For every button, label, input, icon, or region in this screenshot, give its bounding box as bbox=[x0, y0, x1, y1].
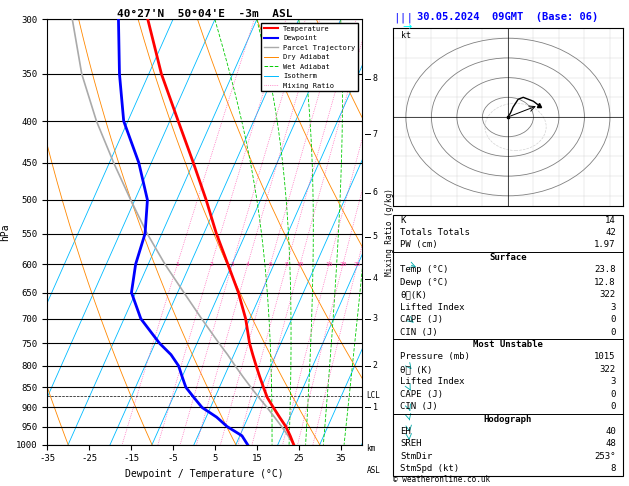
Text: 7: 7 bbox=[372, 130, 377, 139]
Text: 322: 322 bbox=[599, 290, 616, 299]
Text: 6: 6 bbox=[372, 188, 377, 197]
Text: 1: 1 bbox=[175, 262, 179, 267]
Text: 10: 10 bbox=[296, 262, 304, 267]
Text: 25: 25 bbox=[353, 262, 361, 267]
Text: CIN (J): CIN (J) bbox=[400, 402, 438, 411]
Text: kt: kt bbox=[401, 31, 411, 40]
Text: Totals Totals: Totals Totals bbox=[400, 228, 470, 237]
Text: StmDir: StmDir bbox=[400, 452, 432, 461]
Text: CAPE (J): CAPE (J) bbox=[400, 390, 443, 399]
Text: 1: 1 bbox=[372, 403, 377, 412]
Text: EH: EH bbox=[400, 427, 411, 436]
Text: |||: ||| bbox=[393, 12, 413, 23]
Text: 4: 4 bbox=[372, 274, 377, 283]
Text: CIN (J): CIN (J) bbox=[400, 328, 438, 336]
Title: 40°27'N  50°04'E  -3m  ASL: 40°27'N 50°04'E -3m ASL bbox=[116, 9, 292, 18]
Text: CAPE (J): CAPE (J) bbox=[400, 315, 443, 324]
Text: 48: 48 bbox=[605, 439, 616, 449]
Text: 253°: 253° bbox=[594, 452, 616, 461]
Text: 30.05.2024  09GMT  (Base: 06): 30.05.2024 09GMT (Base: 06) bbox=[417, 12, 599, 22]
Text: 8: 8 bbox=[285, 262, 289, 267]
Text: 4: 4 bbox=[246, 262, 250, 267]
Text: PW (cm): PW (cm) bbox=[400, 241, 438, 249]
Text: Lifted Index: Lifted Index bbox=[400, 377, 464, 386]
Text: 3: 3 bbox=[372, 314, 377, 323]
Text: ASL: ASL bbox=[366, 466, 381, 475]
Text: SREH: SREH bbox=[400, 439, 421, 449]
Text: Surface: Surface bbox=[489, 253, 526, 262]
Text: 42: 42 bbox=[605, 228, 616, 237]
Text: © weatheronline.co.uk: © weatheronline.co.uk bbox=[393, 474, 490, 484]
Text: Temp (°C): Temp (°C) bbox=[400, 265, 448, 274]
Text: 0: 0 bbox=[611, 402, 616, 411]
Text: 3: 3 bbox=[611, 303, 616, 312]
Text: θᴇ(K): θᴇ(K) bbox=[400, 290, 427, 299]
Text: 8: 8 bbox=[372, 74, 377, 84]
X-axis label: Dewpoint / Temperature (°C): Dewpoint / Temperature (°C) bbox=[125, 469, 284, 479]
Text: 23.8: 23.8 bbox=[594, 265, 616, 274]
Legend: Temperature, Dewpoint, Parcel Trajectory, Dry Adiabat, Wet Adiabat, Isotherm, Mi: Temperature, Dewpoint, Parcel Trajectory… bbox=[261, 23, 358, 91]
Text: Lifted Index: Lifted Index bbox=[400, 303, 464, 312]
Text: 0: 0 bbox=[611, 328, 616, 336]
Text: km: km bbox=[366, 444, 376, 453]
Text: 8: 8 bbox=[611, 464, 616, 473]
Text: Dewp (°C): Dewp (°C) bbox=[400, 278, 448, 287]
Text: 0: 0 bbox=[611, 390, 616, 399]
Text: 1015: 1015 bbox=[594, 352, 616, 362]
Text: 14: 14 bbox=[605, 215, 616, 225]
Text: LCL: LCL bbox=[366, 391, 381, 400]
Text: K: K bbox=[400, 215, 405, 225]
Text: 0: 0 bbox=[611, 315, 616, 324]
Text: 3: 3 bbox=[230, 262, 234, 267]
Text: 20: 20 bbox=[339, 262, 347, 267]
Text: 5: 5 bbox=[372, 232, 377, 241]
Text: 322: 322 bbox=[599, 365, 616, 374]
Text: 3: 3 bbox=[611, 377, 616, 386]
Y-axis label: hPa: hPa bbox=[1, 223, 11, 241]
Text: Mixing Ratio (g/kg): Mixing Ratio (g/kg) bbox=[386, 188, 394, 276]
Text: Pressure (mb): Pressure (mb) bbox=[400, 352, 470, 362]
Text: 16: 16 bbox=[325, 262, 333, 267]
Text: θᴇ (K): θᴇ (K) bbox=[400, 365, 432, 374]
Text: 12.8: 12.8 bbox=[594, 278, 616, 287]
Text: 6: 6 bbox=[269, 262, 272, 267]
Text: 2: 2 bbox=[372, 362, 377, 370]
Text: Most Unstable: Most Unstable bbox=[473, 340, 543, 349]
Text: Hodograph: Hodograph bbox=[484, 415, 532, 424]
Text: 40: 40 bbox=[605, 427, 616, 436]
Text: StmSpd (kt): StmSpd (kt) bbox=[400, 464, 459, 473]
Text: →: → bbox=[403, 22, 412, 32]
Text: 2: 2 bbox=[209, 262, 213, 267]
Text: 1.97: 1.97 bbox=[594, 241, 616, 249]
